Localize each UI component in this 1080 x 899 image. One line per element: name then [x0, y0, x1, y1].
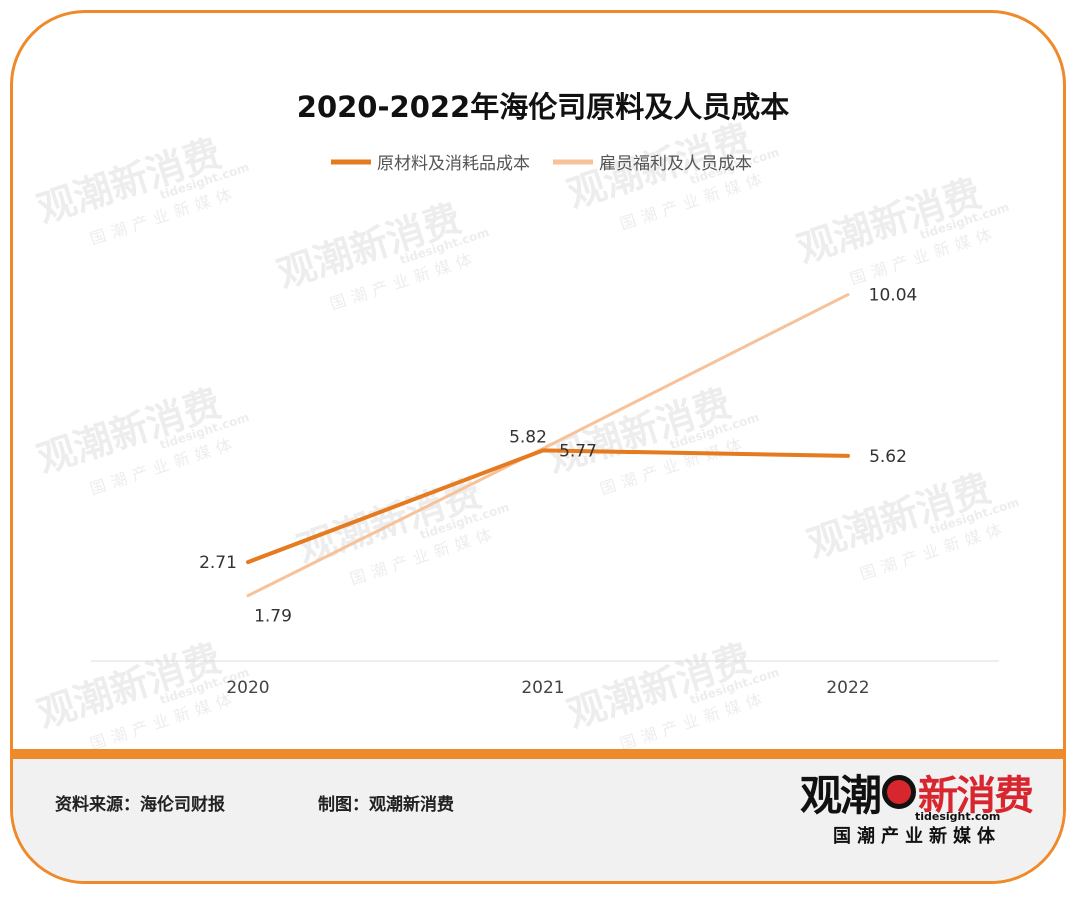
chart-title: 2020-2022年海伦司原料及人员成本: [297, 90, 789, 124]
legend-label: 原材料及消耗品成本: [377, 154, 530, 174]
data-label: 5.77: [559, 441, 597, 461]
logo-text-left: 观潮: [800, 770, 882, 820]
footer-divider: [13, 749, 1063, 759]
data-labels: 2.71 5.77 5.62 1.79 5.82 10.04: [199, 286, 917, 627]
maker-note: 制图：观潮新消费: [318, 795, 454, 815]
logo-url: tidesight.com: [915, 810, 1001, 823]
series-lines: [246, 293, 850, 598]
series-line: [246, 293, 850, 598]
data-label: 5.82: [509, 428, 547, 448]
x-tick-labels: 2020 2021 2022: [226, 678, 869, 698]
x-tick-label: 2020: [226, 678, 269, 698]
data-label: 1.79: [254, 607, 292, 627]
logo-eye-icon: [882, 775, 917, 809]
series-line: [246, 448, 850, 565]
source-note: 资料来源：海伦司财报: [55, 795, 225, 815]
legend-label: 雇员福利及人员成本: [599, 154, 752, 174]
data-label: 5.62: [869, 447, 907, 467]
legend: 原材料及消耗品成本 雇员福利及人员成本: [331, 154, 752, 174]
x-tick-label: 2021: [521, 678, 564, 698]
brand-logo: 观潮 新消费: [800, 766, 1034, 820]
chart-card: 观潮新消费 tidesight.com 国潮产业新媒体 观潮新消费 tidesight.…: [10, 10, 1066, 884]
logo-subtitle: 国潮产业新媒体: [833, 826, 1001, 847]
logo-text-right: 新消费: [918, 773, 1034, 819]
x-tick-label: 2022: [826, 678, 869, 698]
data-label: 2.71: [199, 553, 237, 573]
data-label: 10.04: [869, 286, 918, 306]
